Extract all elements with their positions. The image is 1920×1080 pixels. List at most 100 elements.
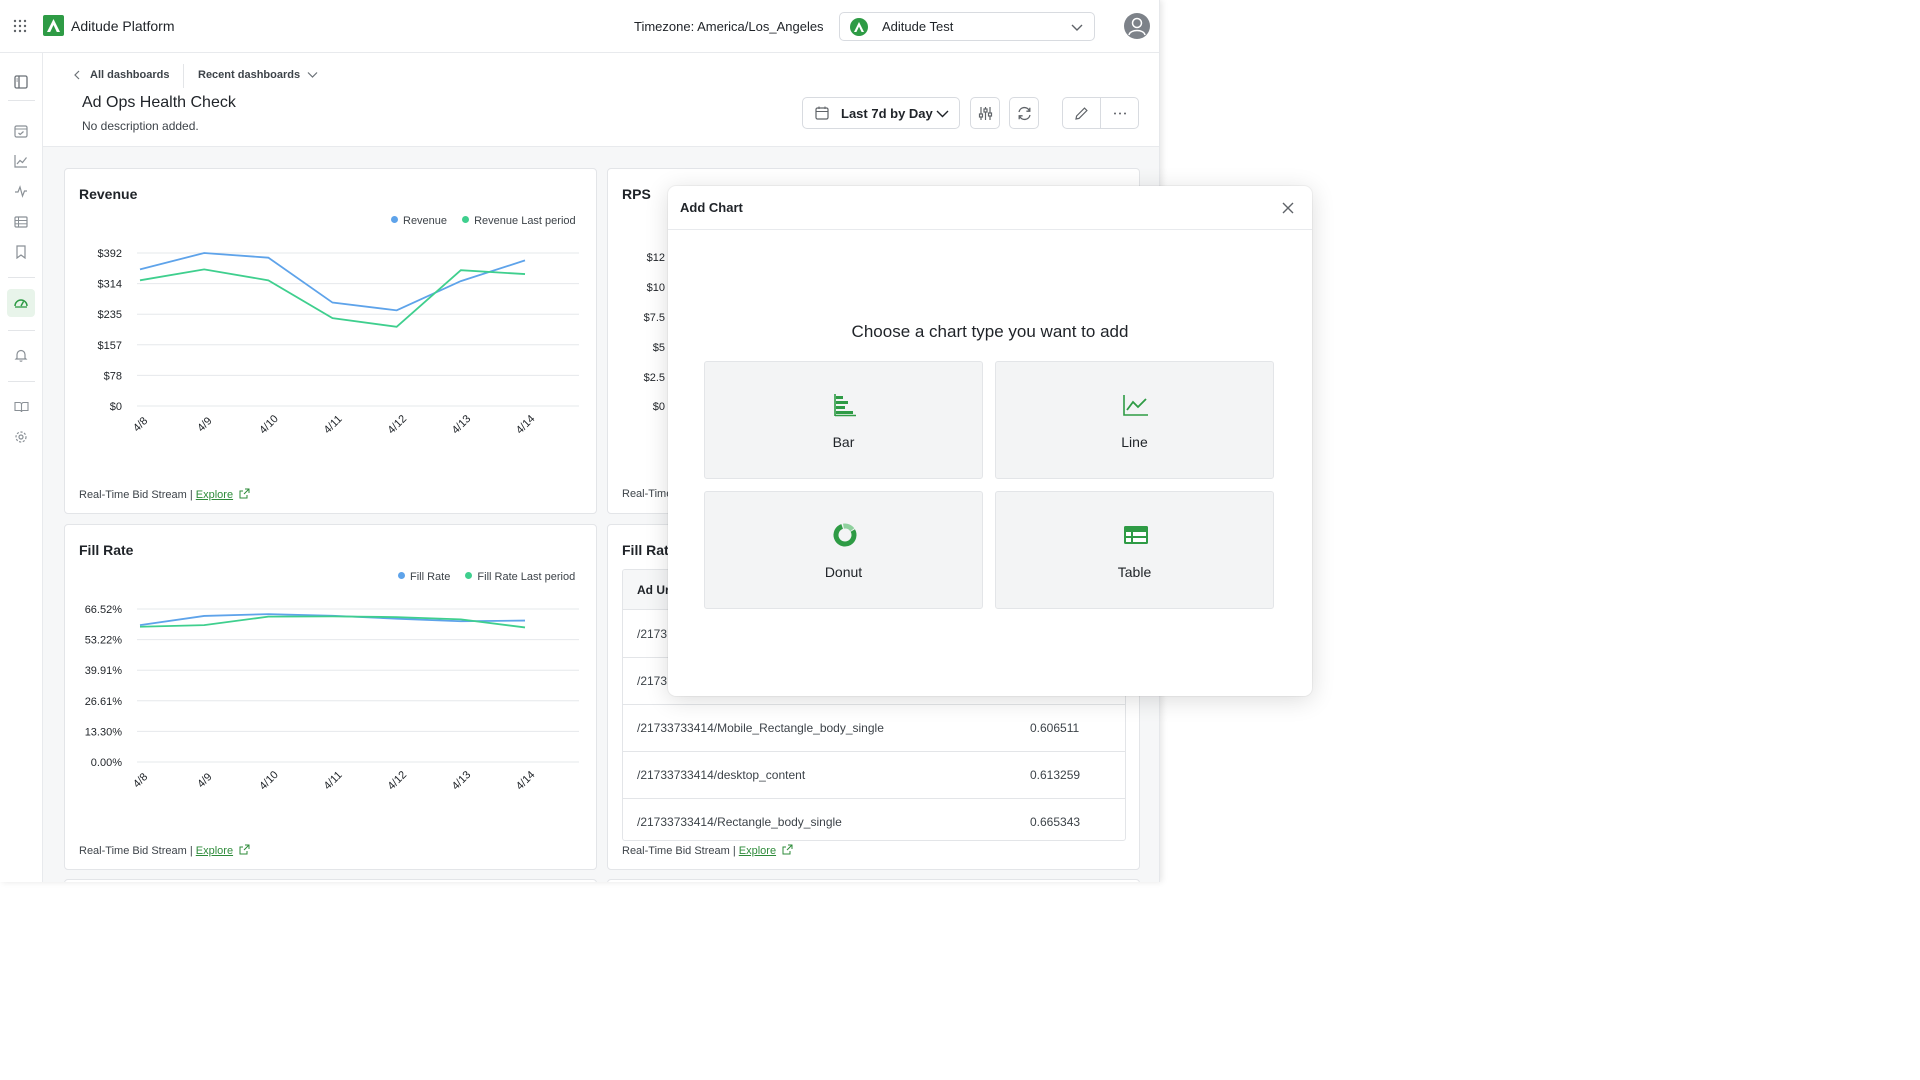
ad-unit-cell: /21733733414/Rectangle_body_single xyxy=(637,815,842,829)
explore-link[interactable]: Explore xyxy=(738,845,777,857)
breadcrumb-divider xyxy=(183,64,184,88)
y-tick-label: $314 xyxy=(98,279,122,291)
bell-icon[interactable] xyxy=(9,343,33,367)
chart-legend: Fill Rate Fill Rate Last period xyxy=(398,571,575,583)
filters-button[interactable] xyxy=(970,97,1000,129)
modal-title: Add Chart xyxy=(680,200,743,215)
x-tick-label: 4/13 xyxy=(450,769,474,793)
value-cell: 0.613259 xyxy=(1030,768,1081,782)
explore-link[interactable]: Explore xyxy=(195,489,234,501)
external-link-icon[interactable] xyxy=(239,844,250,855)
modal-divider xyxy=(668,229,1312,230)
book-open-icon[interactable] xyxy=(9,395,33,419)
pencil-icon[interactable] xyxy=(1074,106,1089,121)
bookmark-icon[interactable] xyxy=(9,240,33,264)
footer-source: Real-Time Bid Stream | xyxy=(622,845,736,857)
chevron-down-icon xyxy=(1071,24,1083,31)
series-line-previous xyxy=(139,268,526,328)
x-tick-label: 4/14 xyxy=(514,769,538,793)
gear-icon[interactable] xyxy=(9,425,33,449)
card-title: Revenue xyxy=(79,186,138,202)
ad-unit-cell: /21733733414/desktop_content xyxy=(637,768,806,782)
sliders-icon xyxy=(978,107,993,120)
x-tick-label: 4/11 xyxy=(322,769,345,792)
y-tick-label: 39.91% xyxy=(85,665,123,677)
account-select[interactable]: Aditude Test xyxy=(839,12,1095,41)
chart-option-line[interactable]: Line xyxy=(995,361,1274,479)
fill-rate-chart-card[interactable]: Fill Rate Fill Rate Fill Rate Last perio… xyxy=(64,524,597,870)
chevron-down-icon xyxy=(936,110,949,118)
add-chart-modal: Add Chart Choose a chart type you want t… xyxy=(668,186,1312,696)
trend-chart-icon[interactable] xyxy=(9,149,33,173)
y-tick-label: $5 xyxy=(652,342,665,354)
y-tick-label: $2.5 xyxy=(643,372,665,384)
date-range-select[interactable]: Last 7d by Day xyxy=(802,97,960,129)
legend-swatch xyxy=(465,572,473,579)
recent-dashboards-dropdown[interactable]: Recent dashboards xyxy=(198,69,301,81)
header-divider xyxy=(43,146,1159,147)
legend-swatch xyxy=(391,216,398,223)
series-line-previous xyxy=(139,615,526,629)
x-tick-label: 4/12 xyxy=(386,413,410,437)
card-footer: Real-Time Bid Stream | Explore xyxy=(79,488,250,501)
close-icon[interactable] xyxy=(1280,200,1296,216)
legend-label: Revenue Last period xyxy=(474,215,576,227)
y-tick-label: $7.5 xyxy=(643,312,665,324)
y-tick-label: 0.00% xyxy=(91,757,122,769)
app-grid-icon[interactable] xyxy=(13,19,27,33)
ad-unit-cell: /2173 xyxy=(637,674,668,688)
external-link-icon[interactable] xyxy=(239,488,250,499)
footer-source: Real-Time Bid Stream | xyxy=(79,489,193,501)
donut-chart-icon xyxy=(832,522,858,548)
activity-icon[interactable] xyxy=(9,179,33,203)
table-row: /21733733414/Mobile_Rectangle_body_singl… xyxy=(623,705,1125,752)
dashboard-card[interactable] xyxy=(607,879,1140,882)
dashboard-gauge-icon[interactable] xyxy=(7,289,35,317)
y-tick-label: $392 xyxy=(98,248,122,260)
y-tick-label: $10 xyxy=(646,282,665,294)
aditude-logo-icon[interactable] xyxy=(43,15,64,36)
option-label: Donut xyxy=(824,564,863,580)
legend-swatch xyxy=(462,216,470,223)
date-range-label: Last 7d by Day xyxy=(841,106,933,121)
x-tick-label: 4/13 xyxy=(450,413,474,437)
option-label: Table xyxy=(1117,564,1152,580)
user-avatar-icon[interactable] xyxy=(1124,13,1150,39)
rail-divider xyxy=(8,381,35,382)
bar-chart-icon xyxy=(832,392,858,418)
revenue-chart-card[interactable]: Revenue Revenue Revenue Last period $392… xyxy=(64,168,597,514)
column-header-ad-unit[interactable]: Ad Ur xyxy=(637,583,670,597)
chevron-down-icon xyxy=(307,72,318,78)
refresh-icon xyxy=(1018,106,1031,121)
y-tick-label: $0 xyxy=(110,401,122,413)
x-tick-label: 4/8 xyxy=(131,415,150,434)
sidebar-toggle-icon[interactable] xyxy=(9,70,33,94)
breadcrumb-all-dashboards[interactable]: All dashboards xyxy=(90,69,170,81)
chart-option-table[interactable]: Table xyxy=(995,491,1274,609)
chevron-left-icon[interactable] xyxy=(73,70,81,80)
y-tick-label: $235 xyxy=(98,309,122,321)
dashboard-card[interactable] xyxy=(64,879,597,882)
x-tick-label: 4/11 xyxy=(322,413,345,436)
legend-swatch xyxy=(398,572,405,579)
x-tick-label: 4/12 xyxy=(386,769,410,793)
x-tick-label: 4/14 xyxy=(514,413,538,437)
chart-option-donut[interactable]: Donut xyxy=(704,491,983,609)
refresh-button[interactable] xyxy=(1009,97,1039,129)
explore-link[interactable]: Explore xyxy=(195,845,234,857)
table-icon xyxy=(1123,522,1149,548)
calendar-icon[interactable] xyxy=(9,119,33,143)
button-divider xyxy=(1100,98,1101,128)
external-link-icon[interactable] xyxy=(782,844,793,855)
more-horizontal-icon[interactable] xyxy=(1112,106,1128,121)
table-row: /21733733414/Rectangle_body_single 0.665… xyxy=(623,799,1125,840)
chart-option-bar[interactable]: Bar xyxy=(704,361,983,479)
footer-source: Real-Time Bid Stream | xyxy=(79,845,193,857)
y-tick-label: 66.52% xyxy=(85,604,123,616)
x-tick-label: 4/10 xyxy=(257,413,281,437)
edit-more-group xyxy=(1062,97,1139,129)
table-list-icon[interactable] xyxy=(9,210,33,234)
timezone-label: Timezone: America/Los_Angeles xyxy=(634,19,824,34)
x-tick-label: 4/8 xyxy=(131,771,150,790)
account-name: Aditude Test xyxy=(882,19,954,34)
